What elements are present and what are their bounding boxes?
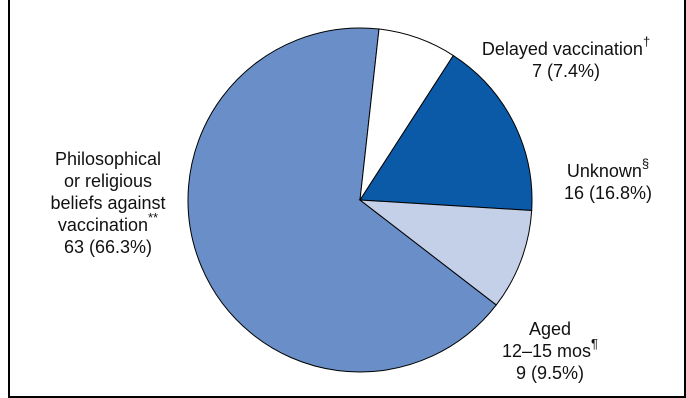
label-aged-marker: ¶	[591, 336, 599, 351]
label-delayed: Delayed vaccination† 7 (7.4%)	[462, 34, 670, 82]
chart-frame	[8, 0, 686, 398]
label-aged-line2: 12–15 mos¶	[501, 336, 599, 361]
label-aged: Aged 12–15 mos¶ 9 (9.5%)	[486, 318, 614, 384]
slice-philosophical	[187, 27, 497, 373]
label-delayed-value: 7 (7.4%)	[531, 61, 601, 81]
label-unknown-marker: §	[641, 156, 650, 171]
label-unknown-name: Unknown§	[566, 156, 650, 181]
label-delayed-marker: †	[642, 34, 651, 49]
slice-aged	[358, 199, 533, 306]
label-unknown-value: 16 (16.8%)	[563, 183, 653, 203]
label-philosophical-line3: beliefs against	[50, 193, 166, 213]
label-delayed-name: Delayed vaccination†	[481, 34, 651, 59]
label-philosophical-value: 63 (66.3%)	[63, 237, 153, 257]
label-philosophical-line1: Philosophical	[54, 149, 162, 169]
label-philosophical-line2: or religious	[63, 171, 153, 191]
label-aged-line1: Aged	[528, 319, 572, 339]
label-philosophical: Philosophical or religious beliefs again…	[8, 148, 208, 258]
label-philosophical-marker: **	[147, 210, 159, 225]
label-unknown: Unknown§ 16 (16.8%)	[544, 156, 672, 204]
slice-unknown	[359, 54, 533, 212]
label-aged-value: 9 (9.5%)	[515, 363, 585, 383]
label-philosophical-line4: vaccination**	[57, 210, 159, 235]
